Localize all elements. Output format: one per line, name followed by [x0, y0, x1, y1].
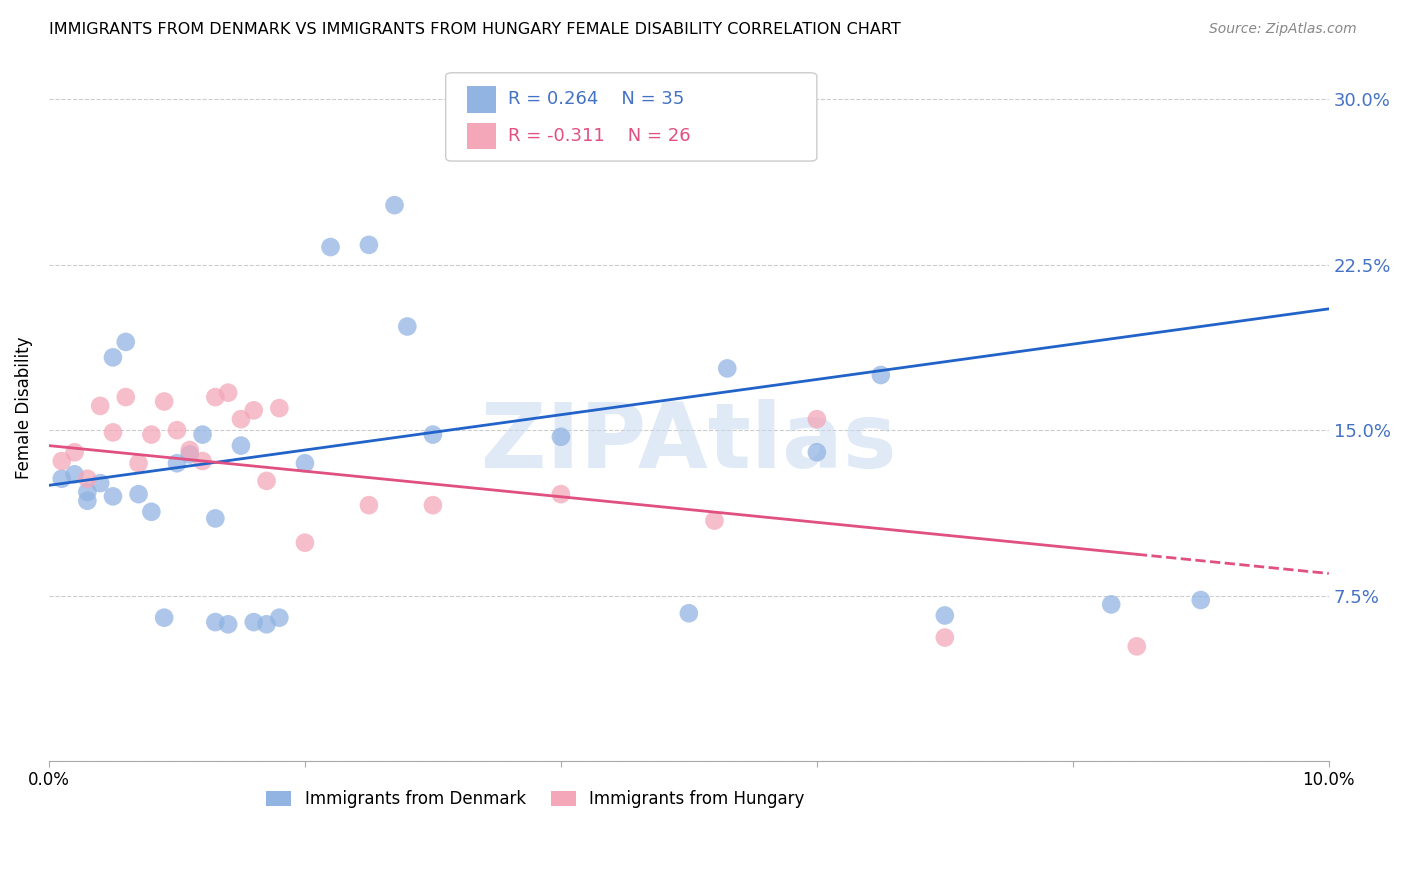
Point	[63, 445, 86, 459]
Point	[204, 390, 226, 404]
Point	[229, 439, 252, 453]
Point	[422, 498, 444, 512]
Point	[1126, 640, 1149, 654]
Point	[153, 394, 176, 409]
Point	[166, 456, 188, 470]
Point	[357, 238, 380, 252]
Point	[89, 476, 111, 491]
FancyBboxPatch shape	[467, 122, 496, 149]
Point	[141, 427, 163, 442]
Point	[153, 610, 176, 624]
Point	[242, 615, 264, 629]
Point	[806, 412, 828, 426]
Point	[114, 334, 136, 349]
Point	[269, 610, 291, 624]
Point	[141, 505, 163, 519]
Point	[204, 615, 226, 629]
Point	[934, 608, 956, 623]
FancyBboxPatch shape	[467, 86, 496, 113]
Point	[934, 631, 956, 645]
Point	[242, 403, 264, 417]
Point	[256, 474, 278, 488]
Point	[1099, 598, 1122, 612]
Point	[678, 607, 700, 621]
Point	[179, 443, 201, 458]
Point	[101, 489, 124, 503]
Point	[716, 361, 738, 376]
FancyBboxPatch shape	[446, 73, 817, 161]
Point	[319, 240, 342, 254]
Point	[101, 351, 124, 365]
Point	[89, 399, 111, 413]
Point	[191, 427, 214, 442]
Point	[51, 472, 73, 486]
Point	[191, 454, 214, 468]
Text: ZIPAtlas: ZIPAtlas	[481, 400, 897, 487]
Point	[204, 511, 226, 525]
Point	[217, 617, 239, 632]
Point	[128, 456, 150, 470]
Point	[294, 456, 316, 470]
Text: R = -0.311    N = 26: R = -0.311 N = 26	[509, 127, 690, 145]
Text: R = 0.264    N = 35: R = 0.264 N = 35	[509, 90, 685, 109]
Point	[806, 445, 828, 459]
Legend: Immigrants from Denmark, Immigrants from Hungary: Immigrants from Denmark, Immigrants from…	[257, 781, 813, 816]
Point	[396, 319, 419, 334]
Text: Source: ZipAtlas.com: Source: ZipAtlas.com	[1209, 22, 1357, 37]
Y-axis label: Female Disability: Female Disability	[15, 337, 32, 479]
Point	[229, 412, 252, 426]
Point	[550, 430, 572, 444]
Point	[294, 535, 316, 549]
Point	[422, 427, 444, 442]
Point	[128, 487, 150, 501]
Point	[76, 472, 98, 486]
Point	[550, 487, 572, 501]
Point	[869, 368, 891, 382]
Point	[256, 617, 278, 632]
Point	[63, 467, 86, 482]
Point	[166, 423, 188, 437]
Point	[703, 514, 725, 528]
Point	[357, 498, 380, 512]
Point	[101, 425, 124, 440]
Point	[269, 401, 291, 416]
Point	[76, 485, 98, 500]
Point	[114, 390, 136, 404]
Point	[76, 493, 98, 508]
Point	[51, 454, 73, 468]
Point	[179, 447, 201, 461]
Point	[1189, 593, 1212, 607]
Text: IMMIGRANTS FROM DENMARK VS IMMIGRANTS FROM HUNGARY FEMALE DISABILITY CORRELATION: IMMIGRANTS FROM DENMARK VS IMMIGRANTS FR…	[49, 22, 901, 37]
Point	[384, 198, 406, 212]
Point	[217, 385, 239, 400]
